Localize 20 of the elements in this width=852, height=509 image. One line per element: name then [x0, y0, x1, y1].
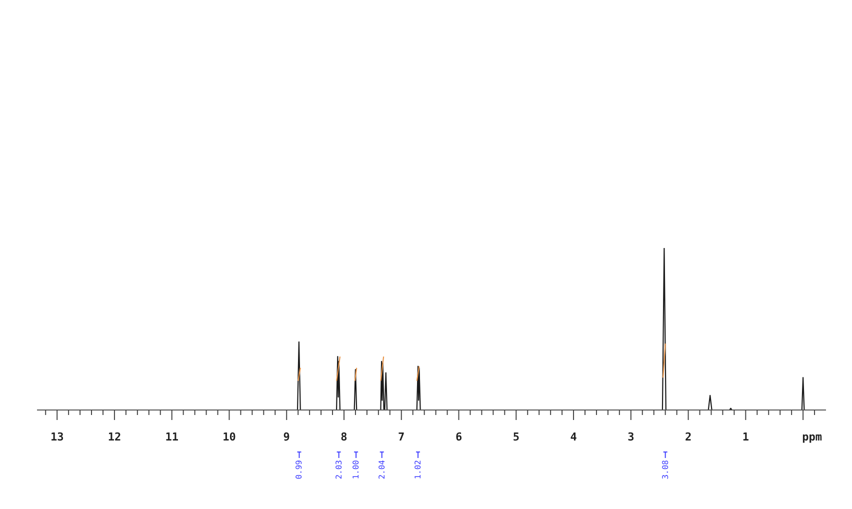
- x-tick-label: 10: [222, 430, 236, 444]
- x-tick-label: 9: [283, 430, 290, 444]
- annotation: 2.03: [334, 460, 344, 480]
- x-tick-label: 8: [340, 430, 348, 444]
- annotation: 2.04: [377, 460, 386, 480]
- annotation: 3.08: [660, 460, 670, 480]
- annotation: 1.00: [352, 460, 361, 480]
- x-tick-label: 5: [512, 430, 520, 444]
- x-tick-label: 13: [50, 430, 64, 444]
- x-tick-label: 6: [455, 430, 462, 444]
- x-tick-label: 1: [742, 430, 750, 444]
- x-tick-label: 12: [108, 430, 122, 444]
- x-tick-label: 2: [684, 430, 692, 444]
- x-tick-label: 4: [570, 430, 578, 444]
- x-tick-label: 7: [398, 430, 405, 444]
- x-tick-label: 3: [628, 430, 634, 444]
- x-axis-title: ppm: [802, 430, 822, 444]
- annotation: 0.99: [294, 460, 304, 480]
- x-tick-label: 11: [165, 430, 179, 444]
- annotation: 1.02: [414, 460, 423, 480]
